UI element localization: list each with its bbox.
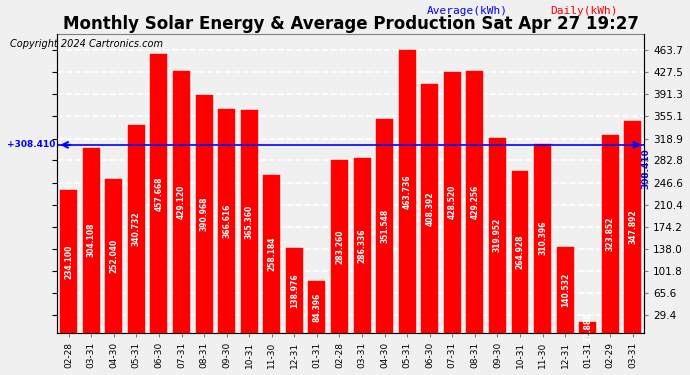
Text: 366.616: 366.616	[222, 204, 231, 238]
Bar	[602, 135, 619, 333]
Text: 304.108: 304.108	[87, 223, 96, 257]
Bar	[489, 138, 506, 333]
Text: Daily(kWh): Daily(kWh)	[550, 6, 618, 16]
Bar	[150, 54, 168, 333]
Text: 258.184: 258.184	[267, 237, 276, 272]
Title: Monthly Solar Energy & Average Production Sat Apr 27 19:27: Monthly Solar Energy & Average Productio…	[63, 15, 639, 33]
Text: 428.520: 428.520	[448, 185, 457, 219]
Text: 319.952: 319.952	[493, 218, 502, 252]
Text: 286.336: 286.336	[357, 228, 366, 263]
Text: 340.732: 340.732	[132, 212, 141, 246]
Bar	[106, 179, 122, 333]
Bar	[422, 84, 438, 333]
Bar	[511, 171, 529, 333]
Bar	[83, 147, 99, 333]
Bar	[218, 110, 235, 333]
Text: 84.396: 84.396	[313, 292, 322, 322]
Text: 138.976: 138.976	[290, 273, 299, 308]
Text: 408.392: 408.392	[425, 191, 434, 226]
Text: 310.396: 310.396	[538, 221, 547, 255]
Bar	[286, 248, 303, 333]
Bar	[173, 71, 190, 333]
Text: +308.410: +308.410	[7, 140, 55, 149]
Text: 351.548: 351.548	[380, 209, 389, 243]
Bar	[624, 121, 641, 333]
Bar	[376, 118, 393, 333]
Bar	[399, 50, 415, 333]
Text: 234.100: 234.100	[64, 244, 73, 279]
Text: Average(kWh): Average(kWh)	[427, 6, 508, 16]
Text: 17.888: 17.888	[583, 312, 592, 342]
Text: Copyright 2024 Cartronics.com: Copyright 2024 Cartronics.com	[10, 39, 164, 50]
Bar	[264, 176, 280, 333]
Text: 347.892: 347.892	[629, 210, 638, 244]
Text: 429.256: 429.256	[471, 185, 480, 219]
Bar	[241, 110, 257, 333]
Text: 463.736: 463.736	[403, 174, 412, 209]
Text: 283.260: 283.260	[335, 229, 344, 264]
Bar	[580, 322, 596, 333]
Bar	[60, 190, 77, 333]
Bar	[195, 94, 213, 333]
Bar	[444, 72, 461, 333]
Text: 365.360: 365.360	[245, 204, 254, 238]
Bar	[353, 158, 371, 333]
Text: 308.410: 308.410	[642, 148, 651, 189]
Bar	[466, 71, 484, 333]
Text: 457.668: 457.668	[155, 176, 164, 211]
Text: 429.120: 429.120	[177, 185, 186, 219]
Bar	[534, 144, 551, 333]
Text: 140.532: 140.532	[561, 273, 570, 307]
Bar	[557, 247, 573, 333]
Text: 323.852: 323.852	[606, 217, 615, 251]
Text: 264.928: 264.928	[515, 235, 524, 269]
Text: 252.040: 252.040	[109, 239, 118, 273]
Bar	[331, 160, 348, 333]
Bar	[128, 125, 145, 333]
Text: 390.968: 390.968	[199, 196, 208, 231]
Bar	[308, 281, 326, 333]
